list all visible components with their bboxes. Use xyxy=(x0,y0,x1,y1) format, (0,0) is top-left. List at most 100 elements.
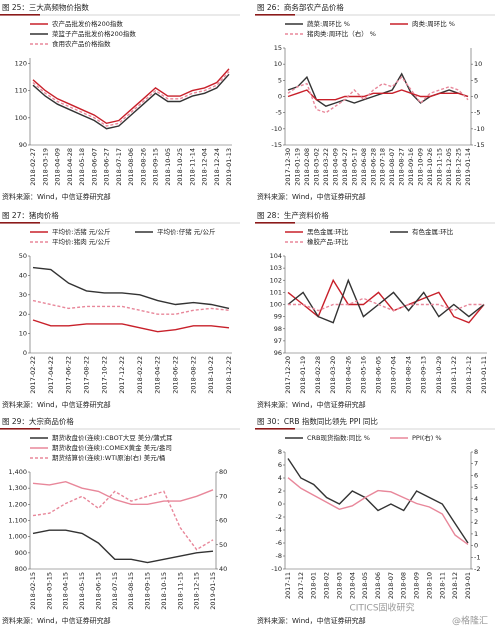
series-line xyxy=(287,278,485,324)
title-marker xyxy=(255,14,295,16)
x-tick-label: 2018-07-15 xyxy=(111,572,119,610)
x-tick-label: 2018-06 xyxy=(374,572,382,599)
y-tick-label: -10 xyxy=(271,565,282,573)
series-line xyxy=(32,71,230,127)
x-tick-label: 2018-02-08 xyxy=(303,148,311,186)
y2-tick-label: 1 xyxy=(474,530,478,538)
x-tick-label: 2018-03 xyxy=(335,572,343,599)
y-tick-label: 800 xyxy=(15,565,27,573)
y-tick-label: 6 xyxy=(278,461,282,469)
x-tick-label: 2018-12-05 xyxy=(445,148,453,186)
legend-label: 橡胶产品:环比 xyxy=(307,237,349,246)
x-tick-label: 2018-09-15 xyxy=(152,148,160,186)
y-tick-label: 1,400 xyxy=(8,468,27,476)
y-tick-label: 0 xyxy=(278,93,282,101)
series-line xyxy=(32,266,230,310)
x-tick-label: 2018-01 xyxy=(310,572,318,599)
series-line xyxy=(288,297,484,312)
legend-label: 期货收盘价(连续):CBOT大豆 美分/蒲式耳 xyxy=(52,433,173,442)
x-tick-label: 2017-11 xyxy=(284,572,292,599)
panel-title: 图 27：猪肉价格 xyxy=(2,210,59,220)
x-tick-label: 2017-12-22 xyxy=(118,356,126,394)
x-tick-label: 2018-07 xyxy=(387,572,395,599)
x-tick-label: 2018-06-27 xyxy=(103,148,111,186)
y-tick-label: 30 xyxy=(19,291,27,299)
source-note: 资料来源：Wind，中信证券研究部 xyxy=(257,192,366,201)
y2-tick-label: 7 xyxy=(474,460,478,468)
x-tick-label: 2018-11-22 xyxy=(450,356,458,394)
y2-tick-label: 0 xyxy=(474,542,478,550)
x-tick-label: 2017-12 xyxy=(297,572,305,599)
y2-tick-label: 5 xyxy=(474,76,478,84)
x-tick-label: 2018-10-22 xyxy=(207,356,215,394)
y-tick-label: -15 xyxy=(271,141,282,149)
y-tick-label: 50 xyxy=(19,252,27,260)
series-line xyxy=(32,73,230,130)
series-line xyxy=(287,76,469,114)
x-tick-label: 2018-02-27 xyxy=(29,148,37,186)
x-tick-label: 2018-09-13 xyxy=(420,356,428,394)
x-tick-label: 2017-12-30 xyxy=(284,148,292,186)
panel-title: 图 29：大宗商品价格 xyxy=(2,416,74,426)
y-tick-label: 98 xyxy=(274,325,282,333)
y-tick-label: 104 xyxy=(270,252,282,260)
x-tick-label: 2018-06-05 xyxy=(374,356,382,394)
y2-tick-label: 80 xyxy=(219,468,227,476)
x-tick-label: 2018-05-18 xyxy=(78,148,86,186)
y-tick-label: 1,000 xyxy=(8,533,27,541)
x-tick-label: 2018-02-28 xyxy=(314,356,322,394)
legend-label: 期货结算价(连续):WTI原油(右) 美元/桶 xyxy=(52,453,165,462)
x-tick-label: 2018-10-25 xyxy=(176,148,184,186)
x-tick-label: 2018-02-22 xyxy=(136,356,144,394)
x-tick-label: 2018-12 xyxy=(451,572,459,599)
x-tick-label: 2018-11-15 xyxy=(436,148,444,186)
x-tick-label: 2018-04-09 xyxy=(331,148,339,186)
source-note: 资料来源：Wind，中信证券研究部 xyxy=(2,400,111,409)
x-tick-label: 2018-06-28 xyxy=(369,148,377,186)
title-marker xyxy=(0,222,40,224)
series-line xyxy=(32,529,214,564)
series-line xyxy=(287,458,469,544)
series-line xyxy=(287,72,469,107)
legend-label: 平均价:活猪 元/公斤 xyxy=(52,227,111,236)
x-tick-label: 2018-12-22 xyxy=(225,356,233,394)
y-tick-label: 101 xyxy=(270,288,282,296)
y-tick-label: 10 xyxy=(274,60,282,68)
x-tick-label: 2018-08-27 xyxy=(398,148,406,186)
y-tick-label: 1,300 xyxy=(8,484,27,492)
x-tick-label: 2018-10-09 xyxy=(417,148,425,186)
x-tick-label: 2017-08-22 xyxy=(82,356,90,394)
title-marker xyxy=(0,428,40,430)
x-tick-label: 2018-03-02 xyxy=(312,148,320,186)
x-tick-label: 2018-08-24 xyxy=(405,356,413,394)
x-tick-label: 2018-05 xyxy=(361,572,369,599)
x-tick-label: 2018-06-15 xyxy=(94,572,102,610)
x-tick-label: 2018-07-04 xyxy=(390,356,398,394)
x-tick-label: 2017-06-22 xyxy=(65,356,73,394)
y-tick-label: 2 xyxy=(278,487,282,495)
x-tick-label: 2018-09-16 xyxy=(407,148,415,186)
y-tick-label: 120 xyxy=(15,59,27,67)
y-tick-label: 1,100 xyxy=(8,517,27,525)
panel-title: 图 30：CRB 指数同比领先 PPI 同比 xyxy=(257,416,378,426)
y2-tick-label: 5 xyxy=(474,483,478,491)
y-tick-label: -8 xyxy=(276,552,282,560)
x-tick-label: 2018-05-15 xyxy=(78,572,86,610)
watermark: @格隆汇 xyxy=(452,615,488,627)
x-tick-label: 2018-08-06 xyxy=(127,148,135,186)
x-tick-label: 2019-01 xyxy=(464,572,472,599)
x-tick-label: 2018-04-15 xyxy=(62,572,70,610)
legend-label: 平均价:仔猪 元/公斤 xyxy=(157,227,216,236)
legend-label: 农产品批发价格200指数 xyxy=(52,19,123,28)
y-tick-label: 110 xyxy=(15,87,27,95)
legend-label: 食用农产品价格指数 xyxy=(52,39,111,48)
x-tick-label: 2018-11 xyxy=(438,572,446,599)
panel-title: 图 28：生产资料价格 xyxy=(257,210,329,220)
y-tick-label: 15 xyxy=(274,44,282,52)
x-tick-label: 2018-09-15 xyxy=(144,572,152,610)
series-line xyxy=(287,278,485,324)
y2-tick-label: -5 xyxy=(474,109,480,117)
y2-tick-label: -2 xyxy=(474,565,480,573)
x-tick-label: 2018-02-15 xyxy=(29,572,37,610)
x-tick-label: 2018-03-22 xyxy=(322,148,330,186)
